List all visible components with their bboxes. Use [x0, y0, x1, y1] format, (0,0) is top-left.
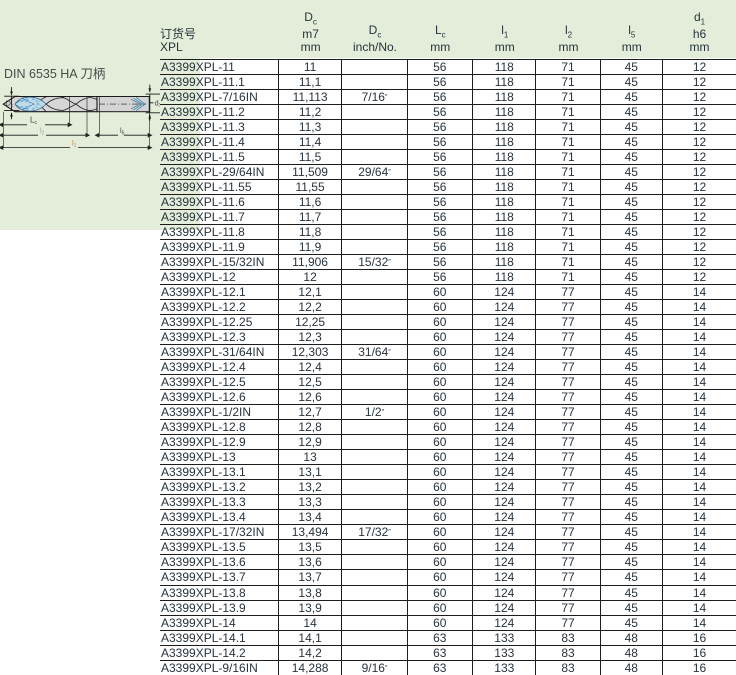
svg-text:l5: l5: [120, 126, 125, 136]
svg-text:Lc: Lc: [30, 116, 37, 126]
svg-text:l1: l1: [72, 139, 77, 149]
svg-text:l2: l2: [40, 126, 45, 136]
